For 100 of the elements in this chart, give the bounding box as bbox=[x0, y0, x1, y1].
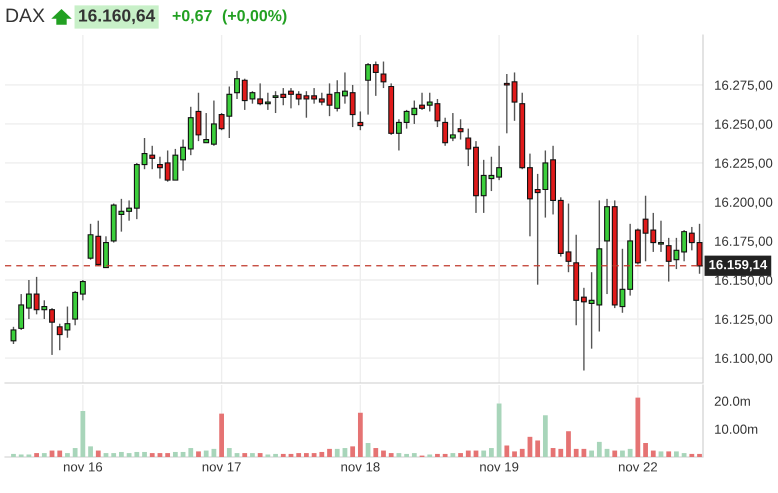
bar bbox=[265, 454, 270, 457]
bar bbox=[212, 448, 216, 457]
bar bbox=[134, 452, 140, 457]
bar bbox=[18, 454, 24, 457]
bar bbox=[42, 453, 47, 457]
candlestick bbox=[196, 92, 202, 142]
bar bbox=[366, 442, 370, 457]
candlestick bbox=[280, 87, 286, 106]
bar bbox=[435, 454, 440, 457]
x-tick-label: nov 19 bbox=[480, 462, 518, 472]
y-tick-label: 16.200,00 bbox=[715, 198, 772, 208]
y-tick-label: 16.175,00 bbox=[715, 236, 772, 248]
candlestick bbox=[365, 62, 372, 116]
bar bbox=[204, 450, 209, 457]
bar bbox=[57, 450, 62, 457]
bar bbox=[104, 453, 108, 457]
bar bbox=[442, 454, 448, 457]
bar bbox=[319, 452, 324, 457]
y-tick-label: 10.00m bbox=[715, 424, 758, 434]
x-tick-label: nov 16 bbox=[64, 462, 102, 472]
bar bbox=[119, 452, 124, 457]
bar bbox=[566, 431, 571, 457]
candlestick bbox=[372, 60, 379, 97]
chart-title: DAX bbox=[6, 8, 45, 22]
bar bbox=[612, 450, 618, 457]
bar bbox=[582, 448, 586, 457]
candlestick bbox=[226, 86, 232, 139]
bar bbox=[620, 450, 625, 457]
candlestick bbox=[380, 60, 386, 89]
bar bbox=[666, 451, 672, 457]
bar bbox=[334, 448, 340, 457]
y-tick-label: 16.150,00 bbox=[715, 276, 772, 286]
bar bbox=[466, 450, 471, 457]
bar bbox=[50, 450, 54, 457]
x-tick-label: nov 18 bbox=[341, 462, 380, 472]
bar bbox=[358, 412, 363, 457]
bar bbox=[296, 453, 302, 457]
bar bbox=[558, 448, 564, 457]
y-tick-label: 16.100,00 bbox=[715, 354, 772, 364]
candlestick bbox=[658, 220, 664, 253]
bar bbox=[643, 442, 648, 457]
y-tick-label: 16.125,00 bbox=[715, 314, 772, 326]
candlestick bbox=[666, 237, 672, 282]
bar bbox=[150, 453, 155, 457]
candlestick bbox=[149, 145, 156, 170]
bar bbox=[697, 454, 702, 457]
bar bbox=[196, 451, 201, 457]
bar bbox=[542, 415, 548, 457]
bar bbox=[412, 453, 417, 457]
ref-line-label: 16.159,14 bbox=[709, 260, 768, 272]
bar bbox=[574, 448, 579, 457]
bar bbox=[635, 398, 640, 457]
bar bbox=[312, 453, 316, 457]
candlestick bbox=[10, 326, 16, 345]
bar bbox=[327, 448, 332, 457]
bar bbox=[280, 454, 286, 457]
y-tick-label: 16.225,00 bbox=[715, 158, 772, 170]
bar bbox=[219, 414, 224, 457]
bar bbox=[11, 454, 16, 457]
candlestick bbox=[88, 223, 94, 260]
candlestick bbox=[458, 118, 464, 140]
bar bbox=[165, 453, 170, 457]
bar bbox=[242, 453, 248, 457]
candlestick bbox=[264, 92, 271, 111]
bar bbox=[381, 450, 386, 457]
candlestick bbox=[18, 293, 24, 331]
bar bbox=[512, 451, 517, 457]
bar bbox=[674, 451, 679, 457]
bar bbox=[481, 450, 486, 457]
candlestick bbox=[234, 70, 240, 100]
bar bbox=[373, 448, 378, 457]
bar bbox=[535, 440, 540, 457]
bar bbox=[96, 450, 101, 457]
candlestick bbox=[80, 279, 86, 301]
candlestick bbox=[203, 112, 210, 144]
candlestick bbox=[272, 90, 279, 114]
bar bbox=[250, 453, 255, 457]
bar bbox=[589, 450, 594, 457]
bar bbox=[88, 446, 93, 457]
candlestick bbox=[434, 98, 440, 128]
bar bbox=[504, 446, 510, 457]
bar bbox=[404, 454, 409, 457]
candlestick bbox=[426, 92, 433, 112]
candlestick bbox=[450, 112, 456, 142]
bar bbox=[528, 436, 532, 457]
bar bbox=[288, 454, 294, 457]
bar bbox=[474, 450, 478, 457]
bar bbox=[180, 452, 186, 457]
candlestick bbox=[334, 80, 340, 112]
bar bbox=[273, 454, 278, 457]
bar bbox=[342, 448, 348, 457]
bar bbox=[489, 448, 494, 457]
bar bbox=[258, 453, 263, 457]
bar bbox=[628, 448, 633, 457]
bar bbox=[520, 448, 525, 457]
bar bbox=[111, 453, 116, 457]
bar bbox=[689, 454, 694, 457]
bar bbox=[396, 453, 402, 457]
x-tick-label: nov 17 bbox=[202, 462, 241, 472]
candlestick bbox=[242, 78, 248, 111]
